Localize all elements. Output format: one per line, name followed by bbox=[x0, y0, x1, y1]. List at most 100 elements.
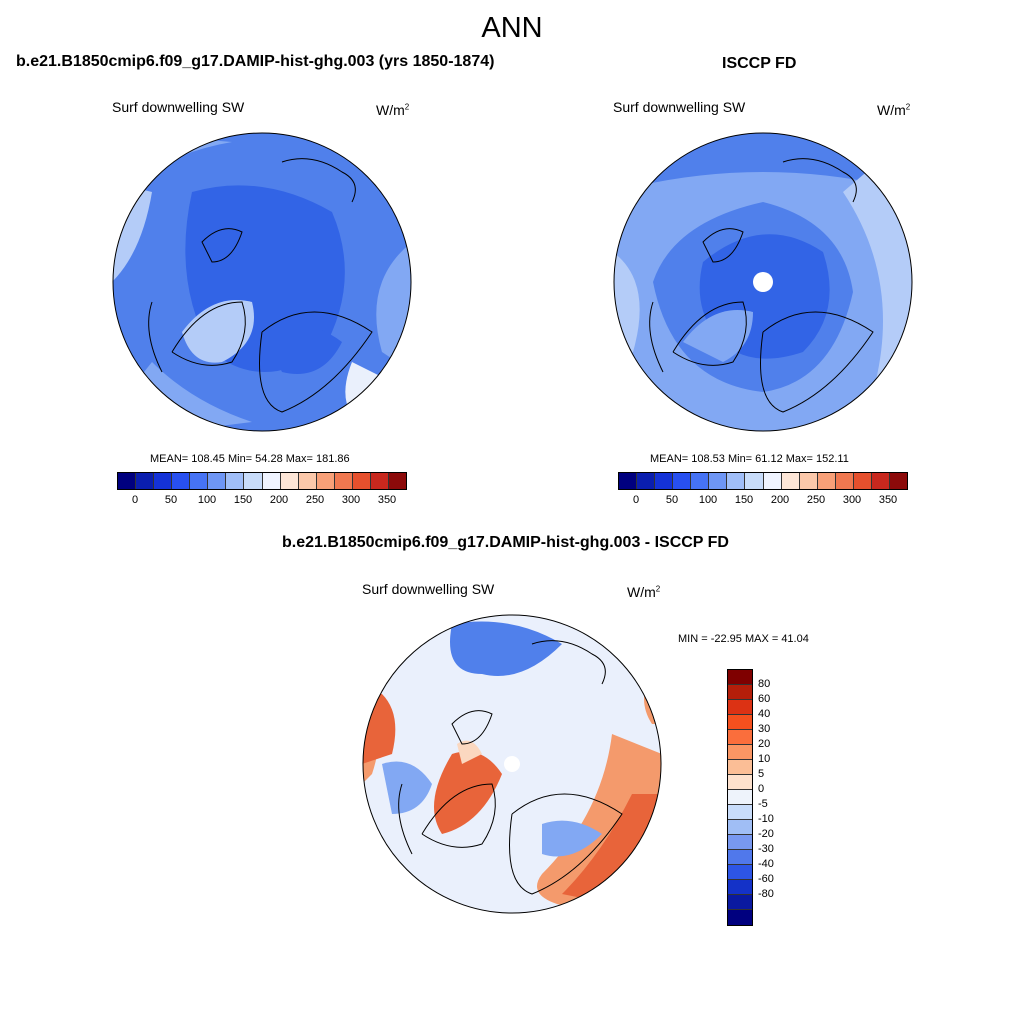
panel2-stats: MEAN= 108.53 Min= 61.12 Max= 152.11 bbox=[650, 453, 849, 465]
panel3-title: b.e21.B1850cmip6.f09_g17.DAMIP-hist-ghg.… bbox=[282, 534, 729, 551]
panel3-colorbar-tick-label: 20 bbox=[758, 738, 771, 750]
panel1-polar-map bbox=[112, 132, 412, 432]
panel3-unit: W/m2 bbox=[627, 584, 661, 600]
panel1-colorbar-tick-label: 0 bbox=[131, 494, 139, 506]
panel3-colorbar-tick-label: -40 bbox=[758, 858, 774, 870]
panel3-polar-map bbox=[362, 614, 662, 914]
panel3-variable-label: Surf downwelling SW bbox=[362, 581, 495, 597]
panel1-colorbar-swatch bbox=[262, 473, 281, 489]
panel1-colorbar-swatch bbox=[298, 473, 317, 489]
panel3-colorbar-swatch bbox=[728, 670, 752, 685]
panel3-colorbar-tick-label: 30 bbox=[758, 723, 771, 735]
panel1-colorbar-swatch bbox=[352, 473, 371, 489]
panel1-colorbar-ticks: 0 50 100 150 200 250 300 350 bbox=[117, 494, 405, 508]
panel1-colorbar-swatch bbox=[316, 473, 335, 489]
panel3-colorbar-tick-label: 40 bbox=[758, 708, 771, 720]
panel1-colorbar-swatch bbox=[190, 473, 209, 489]
panel3-colorbar-swatch bbox=[728, 850, 752, 865]
panel3-colorbar-swatch bbox=[728, 715, 752, 730]
panel2-colorbar-swatch bbox=[853, 473, 872, 489]
panel2-colorbar-tick-label: 150 bbox=[734, 494, 754, 506]
panel1-variable-label: Surf downwelling SW bbox=[112, 99, 245, 115]
panel1-colorbar-tick-label: 250 bbox=[305, 494, 325, 506]
panel1-colorbar-swatch bbox=[280, 473, 299, 489]
panel2-unit: W/m2 bbox=[877, 102, 911, 118]
panel1-colorbar-swatch bbox=[172, 473, 191, 489]
panel1-colorbar-swatch bbox=[334, 473, 353, 489]
panel1-colorbar-swatch bbox=[244, 473, 263, 489]
panel3-colorbar-swatch bbox=[728, 700, 752, 715]
panel2-colorbar-swatch bbox=[871, 473, 890, 489]
panel1-colorbar-swatch bbox=[370, 473, 389, 489]
panel3-colorbar-ticks: 80 60 40 30 20 10 5 0 -5 -10 -20 -30 -40 -60 -80 bbox=[758, 669, 798, 914]
panel3-colorbar-tick-label: -20 bbox=[758, 828, 774, 840]
panel2-colorbar-tick-label: 0 bbox=[632, 494, 640, 506]
panel1-colorbar-swatch bbox=[208, 473, 227, 489]
panel3-colorbar-swatch bbox=[728, 805, 752, 820]
panel1-colorbar-tick-label: 150 bbox=[233, 494, 253, 506]
panel3-colorbar-swatch bbox=[728, 880, 752, 895]
panel3-colorbar bbox=[727, 669, 753, 926]
panel2-colorbar-tick-label: 350 bbox=[878, 494, 898, 506]
panel2-colorbar-ticks: 0 50 100 150 200 250 300 350 bbox=[618, 494, 906, 508]
panel3-colorbar-swatch bbox=[728, 730, 752, 745]
panel2-title: ISCCP FD bbox=[722, 55, 797, 72]
panel2-colorbar-swatch bbox=[799, 473, 818, 489]
panel2-colorbar-tick-label: 250 bbox=[806, 494, 826, 506]
panel2-colorbar-tick-label: 300 bbox=[842, 494, 862, 506]
panel2-colorbar-swatch bbox=[619, 473, 638, 489]
panel1-colorbar bbox=[117, 472, 407, 490]
panel1-colorbar-swatch bbox=[226, 473, 245, 489]
panel3-colorbar-tick-label: 0 bbox=[758, 783, 765, 795]
panel3-colorbar-swatch bbox=[728, 760, 752, 775]
main-title: ANN bbox=[481, 12, 543, 44]
panel3-colorbar-swatch bbox=[728, 820, 752, 835]
panel2-colorbar-swatch bbox=[781, 473, 800, 489]
panel2-colorbar-swatch bbox=[655, 473, 674, 489]
panel2-colorbar-swatch bbox=[835, 473, 854, 489]
panel1-colorbar-tick-label: 200 bbox=[269, 494, 289, 506]
panel2-colorbar-swatch bbox=[691, 473, 710, 489]
panel1-title: b.e21.B1850cmip6.f09_g17.DAMIP-hist-ghg.… bbox=[16, 53, 495, 70]
panel2-colorbar-tick-label: 50 bbox=[665, 494, 679, 506]
panel3-colorbar-swatch bbox=[728, 910, 752, 925]
panel3-colorbar-tick-label: -10 bbox=[758, 813, 774, 825]
panel3-colorbar-tick-label: 10 bbox=[758, 753, 771, 765]
panel3-colorbar-swatch bbox=[728, 685, 752, 700]
panel3-colorbar-swatch bbox=[728, 775, 752, 790]
panel1-colorbar-tick-label: 50 bbox=[164, 494, 178, 506]
panel3-colorbar-swatch bbox=[728, 745, 752, 760]
panel1-colorbar-tick-label: 300 bbox=[341, 494, 361, 506]
panel3-colorbar-tick-label: -60 bbox=[758, 873, 774, 885]
panel2-colorbar-tick-label: 100 bbox=[698, 494, 718, 506]
panel3-stats: MIN = -22.95 MAX = 41.04 bbox=[678, 633, 809, 645]
panel1-colorbar-swatch bbox=[136, 473, 155, 489]
panel1-colorbar-swatch bbox=[118, 473, 137, 489]
panel2-colorbar-swatch bbox=[727, 473, 746, 489]
panel3-colorbar-swatch bbox=[728, 835, 752, 850]
panel1-colorbar-tick-label: 350 bbox=[377, 494, 397, 506]
panel2-colorbar-tick-label: 200 bbox=[770, 494, 790, 506]
panel3-colorbar-tick-label: 5 bbox=[758, 768, 765, 780]
panel1-stats: MEAN= 108.45 Min= 54.28 Max= 181.86 bbox=[150, 453, 350, 465]
panel3-colorbar-swatch bbox=[728, 895, 752, 910]
panel1-colorbar-swatch bbox=[154, 473, 173, 489]
panel3-colorbar-tick-label: 60 bbox=[758, 693, 771, 705]
panel2-colorbar-swatch bbox=[817, 473, 836, 489]
panel3-colorbar-tick-label: -80 bbox=[758, 888, 774, 900]
panel3-colorbar-swatch bbox=[728, 790, 752, 805]
panel2-colorbar bbox=[618, 472, 908, 490]
panel3-colorbar-tick-label: -5 bbox=[758, 798, 768, 810]
panel3-colorbar-swatch bbox=[728, 865, 752, 880]
panel2-polar-map bbox=[613, 132, 913, 432]
panel2-colorbar-swatch bbox=[673, 473, 692, 489]
panel1-unit: W/m2 bbox=[376, 102, 410, 118]
panel2-variable-label: Surf downwelling SW bbox=[613, 99, 746, 115]
panel1-colorbar-tick-label: 100 bbox=[197, 494, 217, 506]
panel2-colorbar-swatch bbox=[763, 473, 782, 489]
panel2-colorbar-swatch bbox=[637, 473, 656, 489]
panel2-colorbar-swatch bbox=[709, 473, 728, 489]
panel2-colorbar-swatch bbox=[889, 473, 907, 489]
panel2-colorbar-swatch bbox=[745, 473, 764, 489]
panel1-colorbar-swatch bbox=[388, 473, 406, 489]
